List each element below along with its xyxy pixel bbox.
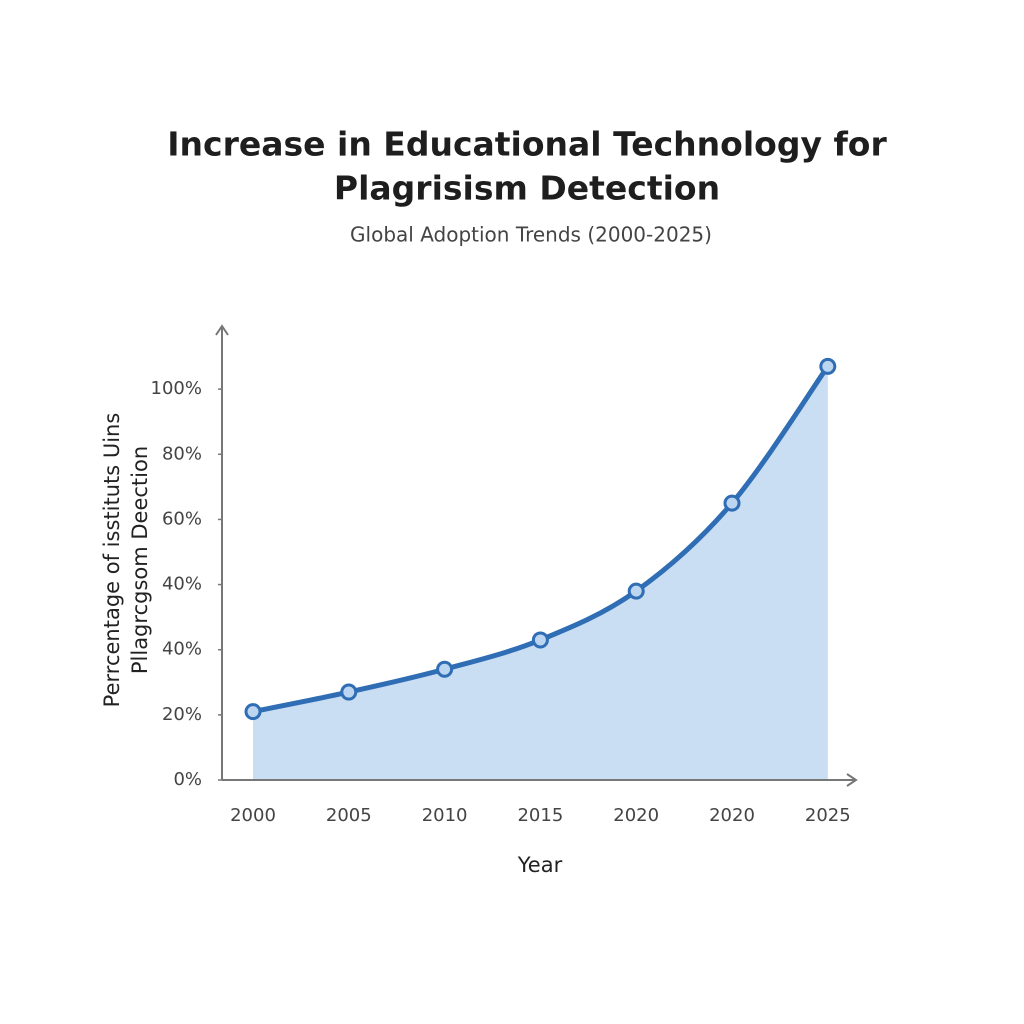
y-axis-label: Perrcentage of isstituts Uins xyxy=(100,413,124,708)
x-tick-label: 2000 xyxy=(230,805,276,826)
chart-subtitle: Global Adoption Trends (2000-2025) xyxy=(350,223,712,247)
point-marker xyxy=(340,683,358,701)
area-fill xyxy=(253,366,828,780)
x-axis-label: Year xyxy=(517,853,563,877)
point-marker xyxy=(436,660,454,678)
chart-title: Plagrisism Detection xyxy=(334,169,720,208)
y-tick-label: 60% xyxy=(162,508,202,529)
point-marker xyxy=(819,357,837,375)
x-tick-label: 2020 xyxy=(613,805,659,826)
x-tick-label: 2020 xyxy=(709,805,755,826)
y-tick-label: 40% xyxy=(162,639,202,660)
point-marker xyxy=(723,494,741,512)
x-tick-label: 2010 xyxy=(422,805,468,826)
point-marker xyxy=(244,703,262,721)
x-tick-label: 2025 xyxy=(805,805,851,826)
y-tick-label: 80% xyxy=(162,443,202,464)
x-tick-label: 2015 xyxy=(517,805,563,826)
y-tick-label: 40% xyxy=(162,574,202,595)
point-marker xyxy=(627,582,645,600)
plot-area xyxy=(244,357,837,780)
y-tick-label: 100% xyxy=(151,378,202,399)
y-axis-arrow xyxy=(215,324,229,336)
y-tick-label: 20% xyxy=(162,704,202,725)
point-marker xyxy=(531,631,549,649)
y-axis-label: Pllagrcgsom Deection xyxy=(128,446,152,674)
chart-title: Increase in Educational Technology for xyxy=(167,125,887,164)
x-tick-label: 2005 xyxy=(326,805,372,826)
y-axis-label-group: Perrcentage of isstituts Uins Pllagrcgso… xyxy=(100,413,152,708)
y-tick-label: 0% xyxy=(173,769,202,790)
axes xyxy=(215,324,858,787)
x-axis-arrow xyxy=(846,773,858,787)
